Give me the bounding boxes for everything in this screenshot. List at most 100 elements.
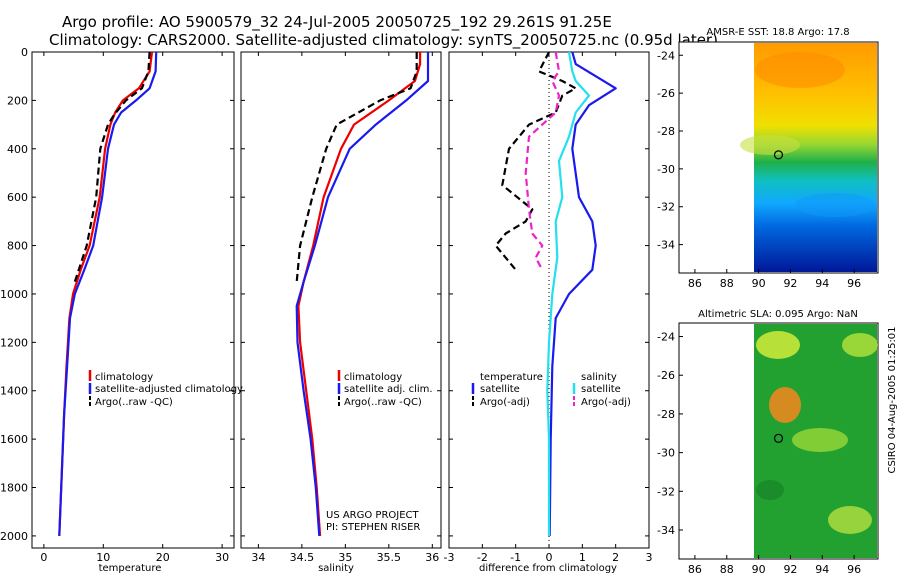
legend-label-climatology: climatology xyxy=(344,372,402,383)
y-tick-label: -28 xyxy=(657,408,675,421)
series-line-temperature-argo-adj xyxy=(494,51,577,271)
sst-map-title: AMSR-E SST: 18.8 Argo: 17.8 xyxy=(706,27,849,38)
legend-label-satellite: satellite adj. clim. xyxy=(344,384,433,395)
temperature-axis-ticks: 0 10 20 30 0 200 400 600 800 1000 1200 1400 1600 1800… xyxy=(0,46,234,564)
y-tick-label: 200 xyxy=(7,94,28,107)
y-tick-label: 600 xyxy=(7,191,28,204)
y-tick-label: -30 xyxy=(657,447,675,460)
y-tick-label: -32 xyxy=(657,485,675,498)
temperature-series xyxy=(58,51,158,536)
y-tick-label: -34 xyxy=(657,524,675,537)
legend-label-climatology: climatology xyxy=(95,372,153,383)
x-tick-label: 88 xyxy=(720,277,734,290)
sla-map: Altimetric SLA: 0.095 Argo: NaN 86 88 90 92… xyxy=(657,309,879,576)
legend-label-temp-argo: Argo(-adj) xyxy=(480,397,530,408)
x-tick-label: 10 xyxy=(96,551,110,564)
y-tick-label: -24 xyxy=(657,331,675,344)
y-tick-label: 1600 xyxy=(0,433,28,446)
project-annotation: US ARGO PROJECT xyxy=(326,510,420,521)
sst-front-patch xyxy=(740,135,800,155)
y-tick-label: 800 xyxy=(7,240,28,253)
x-tick-label: 92 xyxy=(783,563,797,576)
x-tick-label: 0 xyxy=(40,551,47,564)
difference-legend: temperature satellite Argo(-adj) salinit… xyxy=(471,372,631,408)
series-line-satellite-adj-clim xyxy=(295,52,430,536)
x-tick-label: 3 xyxy=(646,551,653,564)
sla-high-patch xyxy=(769,387,801,423)
x-tick-label: 90 xyxy=(752,277,766,290)
x-tick-label: 94 xyxy=(815,563,829,576)
y-tick-label: 1200 xyxy=(0,336,28,349)
temperature-xlabel: temperature xyxy=(99,563,162,574)
y-tick-label: -28 xyxy=(657,125,675,138)
argo-position-marker xyxy=(773,150,784,160)
x-tick-label: 96 xyxy=(847,277,861,290)
y-tick-label: -32 xyxy=(657,201,675,214)
x-tick-label: 2 xyxy=(612,551,619,564)
x-tick-label: 94 xyxy=(815,277,829,290)
legend-label-argo: Argo(..raw -QC) xyxy=(95,397,173,408)
x-tick-label: 0 xyxy=(546,551,553,564)
y-tick-label: -30 xyxy=(657,163,675,176)
series-line-temperature-satellite xyxy=(548,51,617,536)
x-tick-label: -3 xyxy=(444,551,455,564)
x-tick-label: 96 xyxy=(847,563,861,576)
sst-map-ticks: 86 88 90 92 94 96 -24 -26 -28 -30 -32 -34 xyxy=(657,49,861,290)
series-line-argo-raw-qc xyxy=(73,51,151,283)
sst-warm-patch xyxy=(755,52,845,88)
pi-annotation: PI: STEPHEN RISER xyxy=(326,522,420,533)
csiro-timestamp: CSIRO 04-Aug-2005 01:25:01 xyxy=(887,326,898,473)
salinity-xlabel: salinity xyxy=(318,563,354,574)
y-tick-label: 1800 xyxy=(0,482,28,495)
x-tick-label: 86 xyxy=(688,277,702,290)
x-tick-label: 86 xyxy=(688,563,702,576)
series-line-salinity-satellite xyxy=(546,51,591,536)
series-line-salinity-argo-adj xyxy=(524,51,561,271)
sst-map: AMSR-E SST: 18.8 Argo: 17.8 86 88 90 92 94 96… xyxy=(657,27,879,290)
argo-position-marker xyxy=(773,433,784,443)
sla-patch xyxy=(756,331,800,359)
legend-label-temp-satellite: satellite xyxy=(480,384,520,395)
y-tick-label: 0 xyxy=(21,46,28,59)
x-tick-label: -2 xyxy=(477,551,488,564)
temperature-panel-frame xyxy=(31,51,235,549)
figure-title-line2: Climatology: CARS2000. Satellite-adjuste… xyxy=(49,31,718,50)
series-line-argo-raw-qc xyxy=(295,52,418,283)
x-tick-label: 90 xyxy=(752,563,766,576)
x-tick-label: 1 xyxy=(579,551,586,564)
temperature-legend: climatology satellite-adjusted climatolo… xyxy=(88,370,243,408)
difference-axis-ticks: -3 -2 -1 0 1 2 3 xyxy=(444,51,653,564)
series-line-satellite-adjusted-climatology xyxy=(58,51,158,536)
series-line-climatology xyxy=(58,51,154,536)
difference-series xyxy=(494,51,617,536)
y-tick-label: -24 xyxy=(657,49,675,62)
legend-label-satellite: satellite-adjusted climatology xyxy=(95,384,243,395)
difference-xlabel: difference from climatology xyxy=(479,563,617,574)
x-tick-label: 20 xyxy=(156,551,170,564)
x-tick-label: 34 xyxy=(251,551,265,564)
y-tick-label: -26 xyxy=(657,369,675,382)
x-tick-label: 92 xyxy=(783,277,797,290)
legend-label-sal-satellite: satellite xyxy=(581,384,621,395)
x-tick-label: -1 xyxy=(510,551,521,564)
y-tick-label: -34 xyxy=(657,239,675,252)
x-tick-label: 88 xyxy=(720,563,734,576)
x-tick-label: 30 xyxy=(215,551,229,564)
y-tick-label: -26 xyxy=(657,87,675,100)
x-tick-label: 35.5 xyxy=(377,551,402,564)
y-tick-label: 1000 xyxy=(0,288,28,301)
series-line-climatology xyxy=(297,52,422,536)
sla-patch xyxy=(842,333,878,357)
x-tick-label: 35 xyxy=(338,551,352,564)
sla-map-title: Altimetric SLA: 0.095 Argo: NaN xyxy=(698,309,858,320)
y-tick-label: 2000 xyxy=(0,530,28,543)
sla-patch xyxy=(792,428,848,452)
sla-map-ticks: 86 88 90 92 94 96 -24 -26 -28 -30 -32 -34 xyxy=(657,331,861,576)
y-tick-label: 400 xyxy=(7,143,28,156)
x-tick-label: 36 xyxy=(425,551,439,564)
legend-label-salinity: salinity xyxy=(581,372,617,383)
sla-low-patch xyxy=(756,480,784,500)
y-tick-label: 1400 xyxy=(0,385,28,398)
sla-patch xyxy=(828,506,872,534)
